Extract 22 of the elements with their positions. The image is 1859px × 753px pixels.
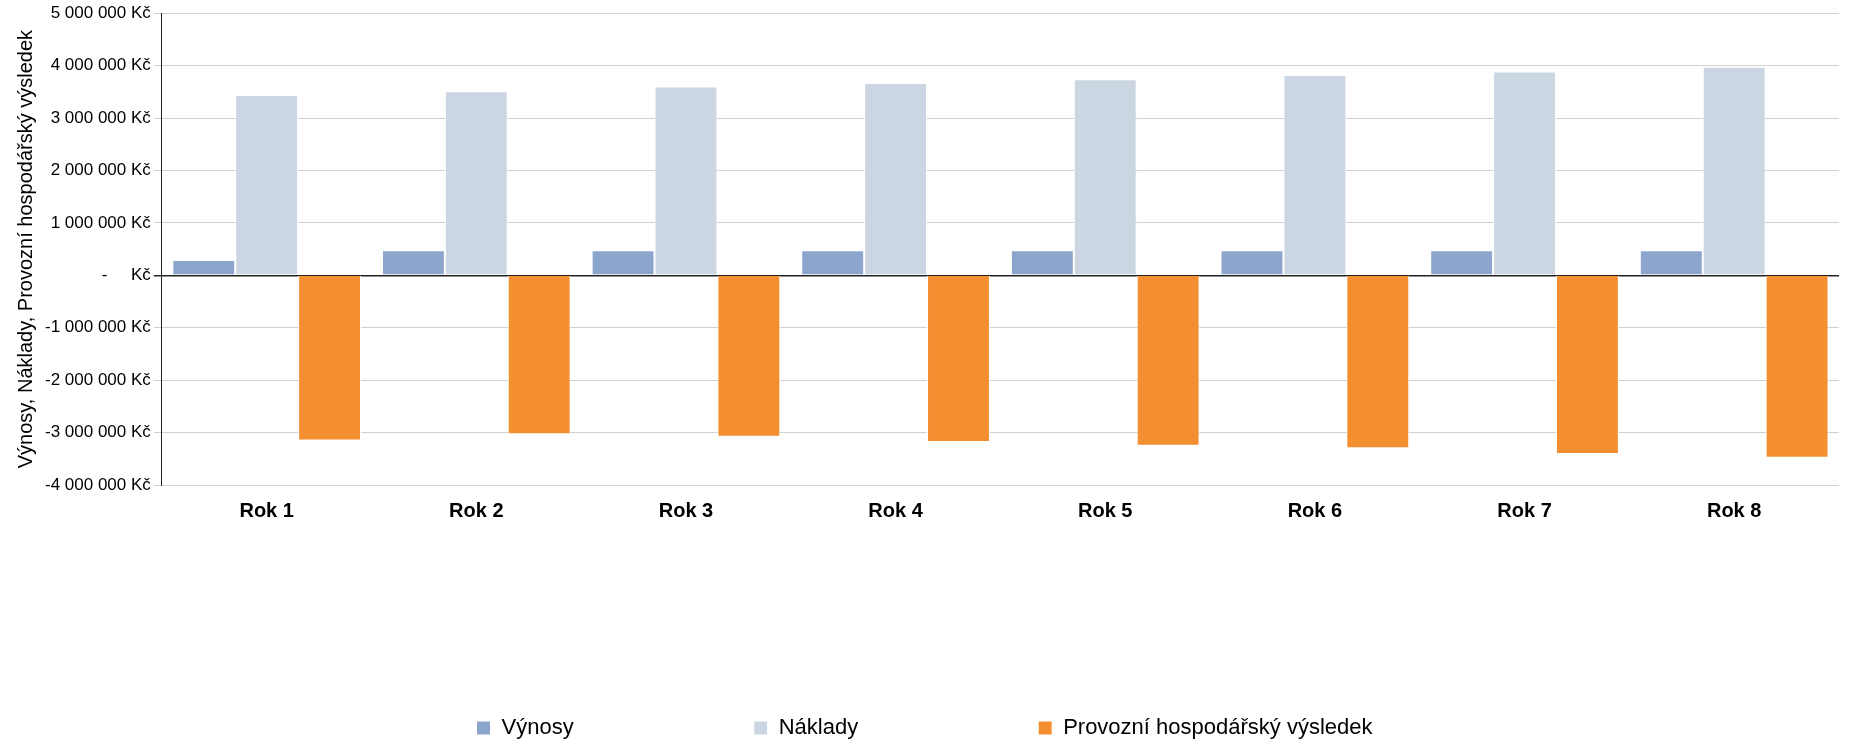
y-axis-title: Výnosy, Náklady, Provozní hospodářský výsledek	[13, 28, 36, 469]
y-tick-label: 1 000 000 Kč	[50, 212, 152, 232]
y-tick-label: 2 000 000 Kč	[50, 160, 152, 180]
y-tick-label: 5 000 000 Kč	[50, 2, 152, 22]
x-tick-label: Rok 7	[1497, 498, 1552, 521]
x-tick-label: Rok 4	[868, 498, 924, 521]
x-tick-label: Rok 6	[1287, 498, 1343, 521]
y-tick-label: -4 000 000 Kč	[44, 474, 152, 494]
x-tick-label: Rok 3	[658, 498, 714, 521]
legend-label: Provozní hospodářský výsledek	[1063, 714, 1374, 740]
legend-label: Náklady	[778, 714, 859, 740]
y-tick-label: 4 000 000 Kč	[50, 55, 152, 75]
x-tick-label: Rok 1	[239, 498, 294, 521]
y-tick-label: 3 000 000 Kč	[50, 107, 152, 127]
x-tick-label: Rok 5	[1078, 498, 1133, 521]
x-tick-label: Rok 8	[1706, 498, 1762, 521]
x-tick-label: Rok 2	[449, 498, 504, 521]
legend-label: Výnosy	[501, 714, 574, 740]
y-tick-label: -1 000 000 Kč	[44, 317, 152, 337]
y-tick-label: -3 000 000 Kč	[44, 422, 152, 442]
y-tick-label: -2 000 000 Kč	[44, 369, 152, 389]
y-tick-label: - Kč	[101, 265, 152, 284]
